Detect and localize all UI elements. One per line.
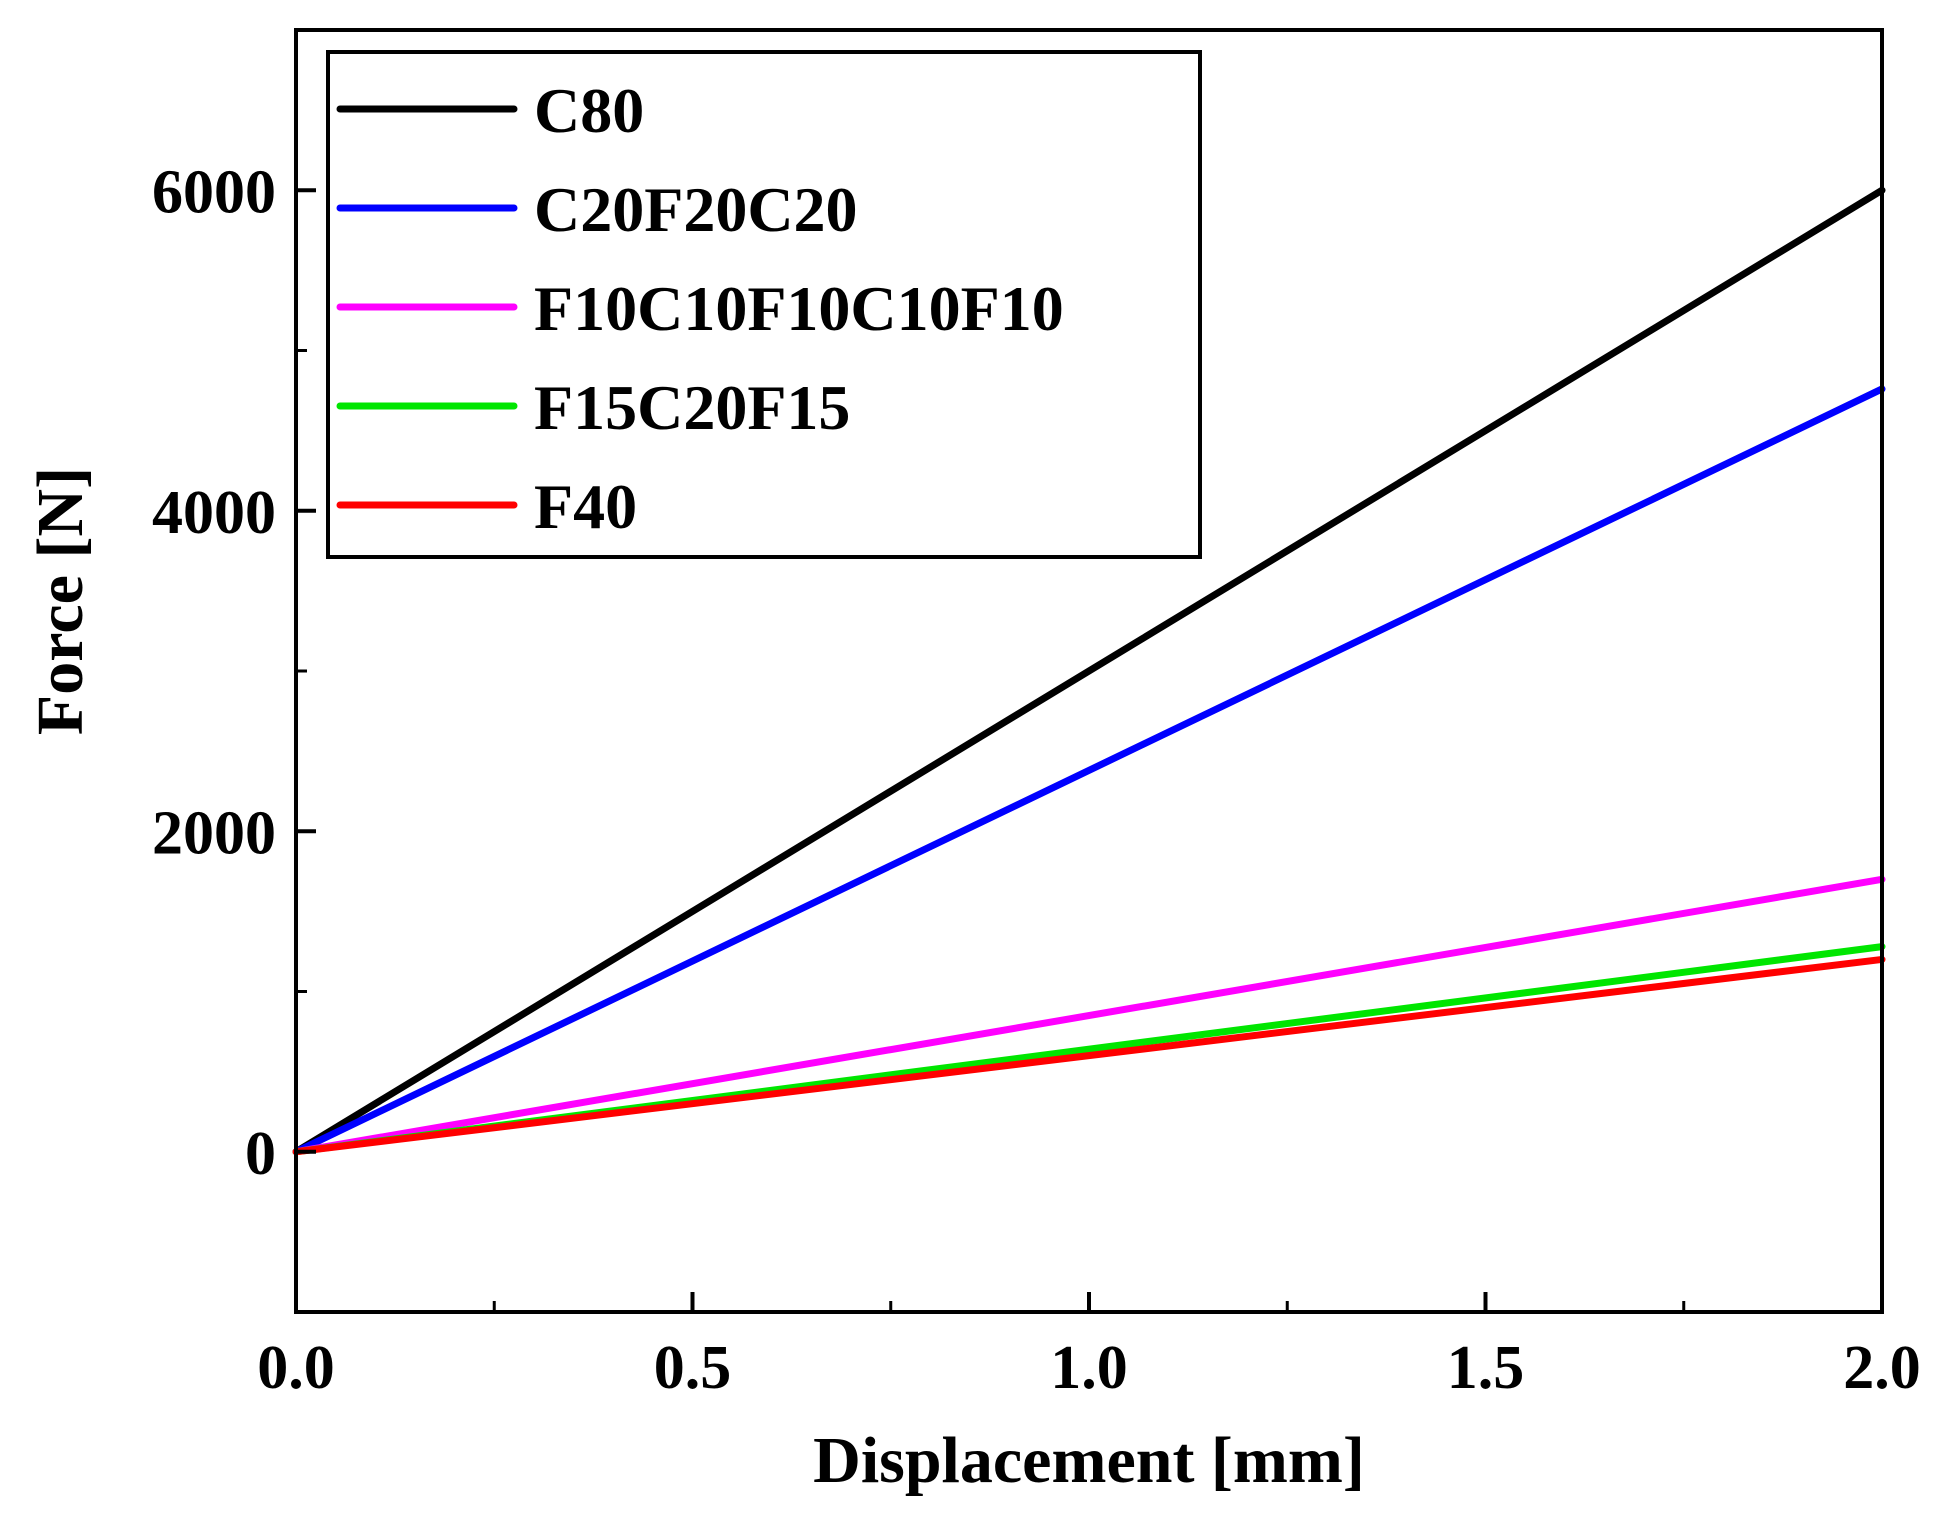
y-tick-label: 2000 xyxy=(152,799,276,867)
x-axis-title: Displacement [mm] xyxy=(813,1424,1365,1497)
x-tick-label: 2.0 xyxy=(1843,1334,1921,1402)
x-tick-label: 1.5 xyxy=(1447,1334,1525,1402)
legend: C80 C20F20C20 F10C10F10C10F10 F15C20F15 F40 xyxy=(326,50,1202,559)
x-tick-label: 1.0 xyxy=(1050,1334,1128,1402)
y-tick-label: 6000 xyxy=(152,158,276,226)
legend-label: C80 xyxy=(534,75,644,146)
legend-label: F15C20F15 xyxy=(534,372,850,443)
series-line-F40 xyxy=(292,955,1886,1156)
series-layer xyxy=(292,186,1886,1156)
y-tick-label: 4000 xyxy=(152,479,276,547)
y-tick-label: 0 xyxy=(245,1120,276,1188)
legend-label: C20F20C20 xyxy=(534,174,858,245)
series-line-C20F20C20 xyxy=(292,385,1886,1156)
series-line-C80 xyxy=(292,186,1886,1156)
x-tick-label: 0.0 xyxy=(257,1334,335,1402)
legend-label: F40 xyxy=(534,471,637,542)
x-tick-label: 0.5 xyxy=(654,1334,732,1402)
legend-label: F10C10F10C10F10 xyxy=(534,273,1064,344)
ticks-layer: 0.0 0.5 1.0 1.5 2.0 0 2000 4000 6000 xyxy=(152,158,1921,1402)
series-line-F10C10F10C10F10 xyxy=(292,875,1886,1156)
y-axis-title: Force [N] xyxy=(24,467,97,735)
